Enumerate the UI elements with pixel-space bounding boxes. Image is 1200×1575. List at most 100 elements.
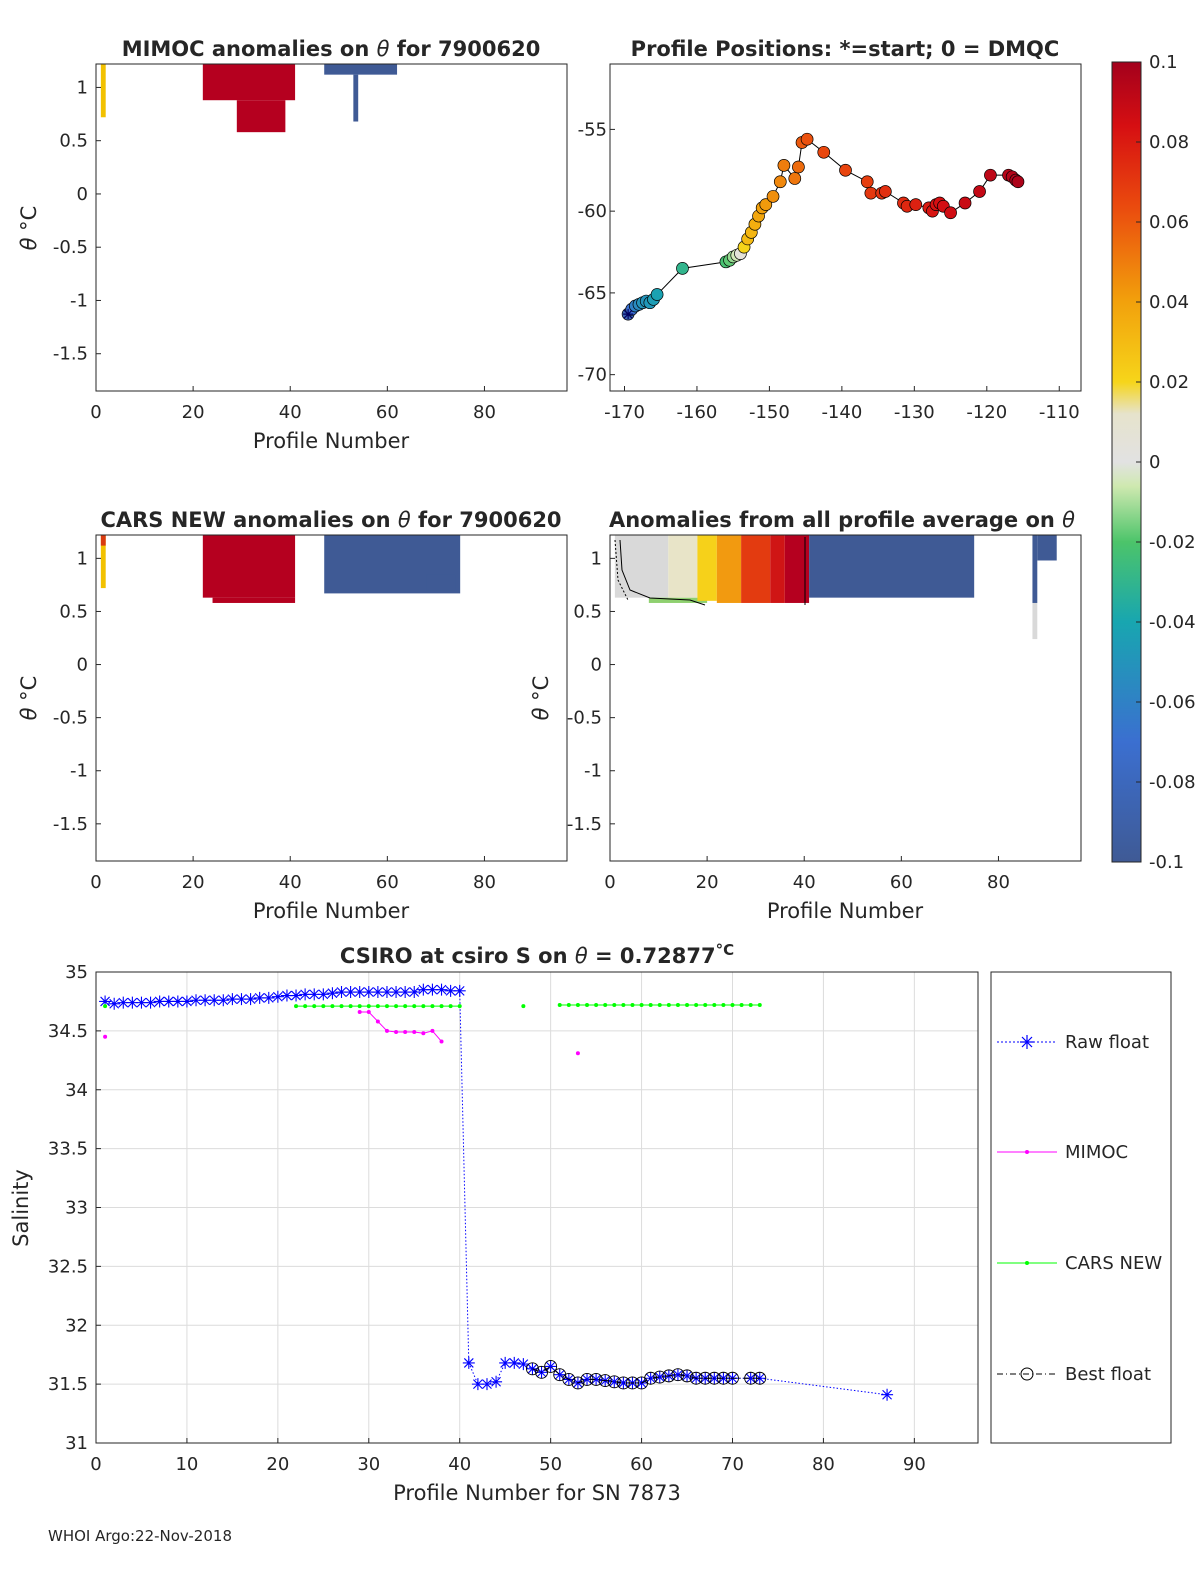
position-point [766, 190, 780, 203]
position-point [759, 198, 773, 211]
colorbar-tick-label: 0 [1149, 452, 1160, 473]
mimoc-point [103, 1034, 108, 1039]
best-float-point [662, 1369, 676, 1383]
cars-anomaly-cell [212, 597, 296, 603]
cars-anomaly-cell [426, 574, 456, 591]
salinity-xtick-label: 60 [630, 1454, 653, 1475]
raw-float-point [108, 997, 121, 1010]
salinity-ytick-label: 33 [65, 1198, 88, 1219]
position-point [777, 159, 791, 172]
average-axes-frame [609, 534, 1082, 862]
positions-xtick-label: -170 [604, 402, 645, 423]
colorbar-tick-label: -0.06 [1149, 692, 1196, 713]
raw-float-point [462, 1356, 475, 1369]
cars-new-point [666, 1002, 671, 1007]
positions-xtick-label: -120 [966, 402, 1007, 423]
average-anomaly-panel: Anomalies from all profile average on θ … [529, 508, 1082, 923]
cars-y-axis-label: θ °C [17, 676, 41, 721]
raw-float-point [508, 1356, 521, 1369]
raw-float-point [471, 1378, 484, 1391]
cars-new-point [748, 1002, 753, 1007]
salinity-y-axis-label: Salinity [9, 1169, 33, 1247]
average-anomaly-cell [1037, 535, 1057, 561]
mimoc-point [375, 1019, 380, 1024]
raw-float-point [553, 1368, 566, 1381]
cars-new-point [612, 1002, 617, 1007]
best-float-point [744, 1371, 758, 1385]
cars-new-point [703, 1002, 708, 1007]
position-point [650, 288, 664, 301]
legend-mimoc-marker [1025, 1150, 1029, 1154]
legend-raw-float-label: Raw float [1065, 1032, 1149, 1053]
cars-new-point [448, 1004, 453, 1009]
position-point [788, 172, 802, 185]
cars-new-point [594, 1002, 599, 1007]
best-float-point [671, 1368, 685, 1382]
raw-float-point [190, 994, 203, 1007]
raw-float-point [399, 986, 412, 999]
positions-xtick-label: -160 [677, 402, 718, 423]
salinity-xtick-label: 30 [357, 1454, 380, 1475]
raw-float-point [417, 983, 430, 996]
positions-axes-frame [609, 63, 1082, 392]
best-float-point [680, 1369, 694, 1383]
salinity-xtick-label: 70 [721, 1454, 744, 1475]
cars-new-point [675, 1002, 680, 1007]
best-float-point [707, 1371, 721, 1385]
positions-plot-area [610, 64, 1081, 391]
mimoc-point [439, 1039, 444, 1044]
average-anomaly-cell [770, 535, 785, 603]
cars-new-point [521, 1004, 526, 1009]
average-anomaly-cell [614, 535, 669, 598]
colorbar-tick-label: 0.06 [1149, 212, 1189, 233]
average-panel-title: Anomalies from all profile average on θ [609, 508, 1075, 532]
cars-new-point [348, 1004, 353, 1009]
mimoc-anomaly-cell [100, 64, 106, 118]
mimoc-point [357, 1010, 362, 1015]
best-float-point [535, 1365, 548, 1379]
position-point [879, 185, 892, 198]
cars-new-point [321, 1004, 326, 1009]
raw-float-point [362, 986, 375, 999]
positions-xtick-label: -130 [894, 402, 935, 423]
raw-float-point [653, 1371, 666, 1384]
average-x-axis-label: Profile Number [767, 899, 924, 923]
position-point [909, 198, 923, 211]
average-anomaly-cell [741, 535, 771, 603]
salinity-xtick-label: 90 [903, 1454, 926, 1475]
cars-new-point [712, 1002, 717, 1007]
average-anomaly-cell [1032, 535, 1038, 603]
cars-new-point [330, 1004, 335, 1009]
cars-new-point [630, 1002, 635, 1007]
salinity-ytick-label: 34 [65, 1080, 88, 1101]
mimoc-point [394, 1030, 399, 1035]
average-xtick-label: 20 [696, 872, 719, 893]
mimoc-anomaly-panel: MIMOC anomalies on θ for 7900620 0 20 40 60… [17, 37, 568, 453]
cars-new-point [585, 1002, 590, 1007]
raw-float-point [226, 993, 239, 1006]
raw-float-point [590, 1373, 603, 1386]
mimoc-ytick-label: -1.5 [53, 344, 88, 365]
raw-float-point [235, 993, 248, 1006]
average-y-axis-label: θ °C [529, 676, 553, 721]
cars-new-point [721, 1002, 726, 1007]
cars-xtick-label: 60 [376, 872, 399, 893]
salinity-panel: CSIRO at csiro S on θ = 0.72877°C 0 10 20 3… [9, 941, 979, 1505]
colorbar-tick-label: 0.08 [1149, 132, 1189, 153]
best-float-point [562, 1372, 576, 1386]
mimoc-x-axis-label: Profile Number [253, 429, 410, 453]
position-point [800, 132, 814, 146]
legend-cars-marker [1025, 1261, 1029, 1265]
cars-new-point [439, 1004, 444, 1009]
cars-new-point [103, 1004, 108, 1009]
raw-float-point [180, 995, 193, 1008]
cars-xtick-label: 20 [182, 872, 205, 893]
raw-float-point [499, 1356, 512, 1369]
raw-float-point [280, 989, 293, 1002]
profile-positions-panel: Profile Positions: *=start; 0 = DMQC -17… [578, 37, 1082, 423]
raw-float-point [262, 991, 275, 1004]
salinity-xtick-label: 10 [175, 1454, 198, 1475]
best-float-point [616, 1376, 630, 1390]
raw-float-point [317, 988, 330, 1001]
